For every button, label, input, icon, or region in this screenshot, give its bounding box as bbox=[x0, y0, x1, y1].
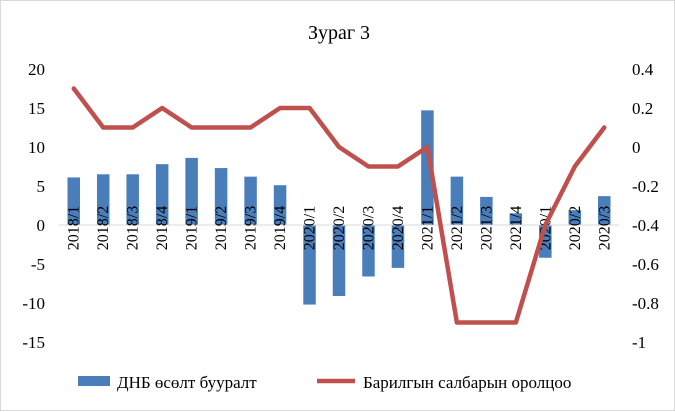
right-tick-0: -1 bbox=[632, 333, 646, 352]
bar-11 bbox=[391, 225, 405, 268]
right-tick-4: -0.2 bbox=[632, 177, 659, 196]
bar-3 bbox=[155, 164, 169, 225]
right-tick-7: 0.4 bbox=[632, 60, 654, 79]
bar-1 bbox=[96, 174, 110, 225]
bar-18 bbox=[598, 196, 611, 225]
left-tick-7: 20 bbox=[28, 60, 45, 79]
legend: ДНБ өсөлт бууралт Барилгын салбарын орол… bbox=[78, 373, 571, 392]
category-label-3: 2018/4 bbox=[154, 206, 171, 250]
left-tick-2: -5 bbox=[31, 255, 45, 274]
bar-9 bbox=[332, 225, 346, 296]
category-label-0: 2018/1 bbox=[66, 206, 83, 250]
bar-7 bbox=[273, 185, 287, 225]
category-label-15: 2021/4 bbox=[508, 206, 525, 250]
line-path bbox=[71, 86, 607, 325]
legend-label-bar: ДНБ өсөлт бууралт bbox=[117, 373, 257, 392]
legend-label-line: Барилгын салбарын оролцоо bbox=[363, 373, 571, 392]
bar-12 bbox=[421, 110, 434, 225]
bar-series bbox=[67, 110, 611, 305]
category-label-18: 2020/3 bbox=[596, 206, 613, 250]
category-label-2: 2018/3 bbox=[125, 206, 142, 250]
legend-swatch-bar bbox=[78, 376, 110, 386]
right-tick-6: 0.2 bbox=[632, 99, 653, 118]
category-label-10: 2020/3 bbox=[360, 206, 377, 250]
right-tick-3: -0.4 bbox=[632, 216, 659, 235]
right-tick-2: -0.6 bbox=[632, 255, 659, 274]
chart-title: Зураг 3 bbox=[308, 22, 370, 44]
category-label-6: 2019/3 bbox=[243, 206, 260, 250]
left-tick-0: -15 bbox=[22, 333, 45, 352]
bar-2 bbox=[126, 174, 139, 225]
bar-4 bbox=[185, 157, 198, 225]
category-label-8: 2020/1 bbox=[302, 206, 319, 250]
bar-14 bbox=[480, 196, 493, 225]
left-tick-6: 15 bbox=[28, 99, 45, 118]
category-label-4: 2019/1 bbox=[184, 206, 201, 250]
category-labels: 2018/1 2018/2 2018/3 2018/4 2019/1 2019/2 2019… bbox=[66, 206, 614, 250]
left-tick-3: 0 bbox=[37, 216, 46, 235]
line-series bbox=[71, 86, 607, 325]
left-axis-ticks: -15 -10 -5 0 5 10 15 20 bbox=[22, 60, 45, 352]
left-tick-5: 10 bbox=[28, 138, 45, 157]
category-label-14: 2021/3 bbox=[478, 206, 495, 250]
left-tick-1: -10 bbox=[22, 294, 45, 313]
right-tick-5: 0 bbox=[632, 138, 641, 157]
category-label-5: 2019/2 bbox=[213, 206, 230, 250]
left-tick-4: 5 bbox=[37, 177, 46, 196]
category-label-13: 2021/2 bbox=[449, 206, 466, 250]
bar-15 bbox=[509, 213, 523, 225]
bar-0 bbox=[67, 177, 80, 225]
bar-6 bbox=[244, 176, 257, 225]
bar-8 bbox=[303, 225, 316, 305]
category-label-12: 2021/1 bbox=[419, 206, 436, 250]
category-label-1: 2018/2 bbox=[95, 206, 112, 250]
bar-17 bbox=[568, 210, 582, 225]
category-label-11: 2020/4 bbox=[390, 206, 407, 250]
right-tick-1: -0.8 bbox=[632, 294, 659, 313]
category-label-9: 2020/2 bbox=[331, 206, 348, 250]
bar-10 bbox=[362, 225, 375, 277]
bar-13 bbox=[450, 176, 464, 225]
category-label-17: 2020/2 bbox=[567, 206, 584, 250]
right-axis-ticks: -1 -0.8 -0.6 -0.4 -0.2 0 0.2 0.4 bbox=[632, 60, 659, 352]
bar-5 bbox=[214, 168, 228, 225]
category-label-7: 2019/4 bbox=[272, 206, 289, 250]
